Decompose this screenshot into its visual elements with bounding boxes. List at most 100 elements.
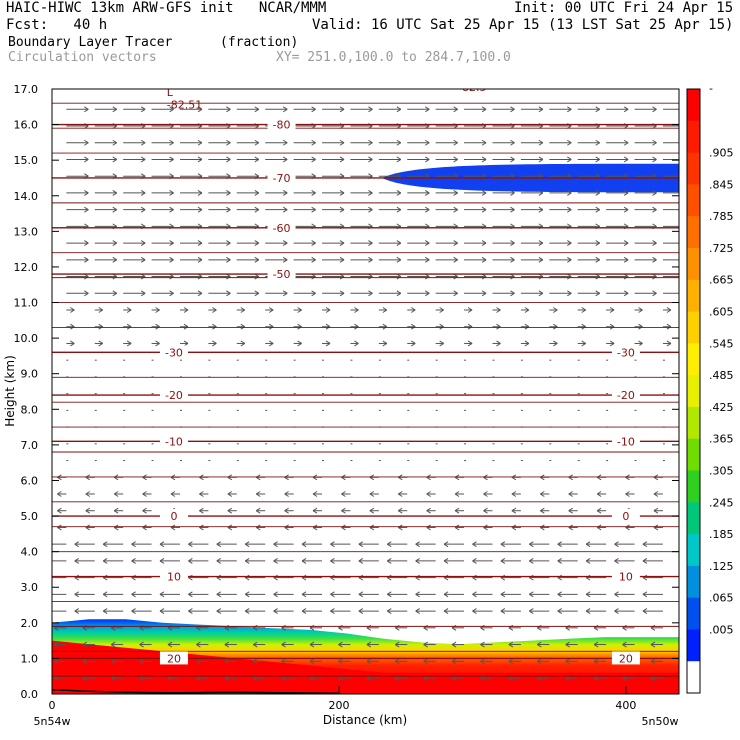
colorbar-label: .485 (709, 369, 734, 382)
circulation-vector (330, 541, 351, 548)
vector-head (396, 106, 402, 110)
vector-head (140, 292, 146, 297)
circulation-vector (378, 139, 402, 146)
vector-head (183, 307, 189, 311)
vector-title: Circulation vectors (8, 50, 157, 65)
colorbar-swatch (687, 375, 700, 408)
vector-head (330, 560, 335, 564)
vector-head (453, 223, 458, 227)
vector-head (396, 192, 402, 196)
vector-head (142, 527, 147, 531)
colorbar-label: .905 (709, 147, 734, 160)
circulation-vector (265, 156, 288, 163)
vector-head (557, 541, 562, 545)
vector-head (397, 510, 403, 514)
y-tick-label: 7.0 (21, 439, 39, 452)
vector-head (188, 541, 193, 545)
circulation-vector (265, 340, 274, 347)
vector-head (338, 627, 343, 631)
vector-head (197, 139, 203, 144)
circulation-vector (179, 307, 189, 313)
vector-head (84, 192, 89, 196)
vector-head (537, 660, 542, 665)
vector-head (110, 677, 116, 681)
vector-head (529, 541, 534, 545)
vector-head (226, 242, 231, 247)
circulation-vector (110, 641, 124, 648)
vector-head (511, 507, 517, 512)
circulation-vector (614, 608, 635, 615)
vector-head (312, 493, 318, 497)
y-tick-label: 6.0 (21, 474, 39, 487)
vector-head (595, 106, 600, 110)
vector-head (254, 223, 260, 227)
circulation-vector (66, 106, 89, 113)
vector-head (112, 189, 118, 194)
vector-head (74, 543, 80, 548)
circulation-vector (322, 139, 345, 146)
vector-head (553, 343, 558, 347)
vector-head (424, 159, 430, 163)
circulation-vector (85, 491, 95, 497)
vector-head (197, 240, 203, 244)
circulation-vector (662, 108, 679, 110)
circulation-vector (54, 658, 67, 665)
contour-label: 0 (622, 510, 629, 523)
vector-head (113, 510, 119, 514)
vector-head (268, 323, 274, 328)
vector-head (368, 242, 373, 247)
circulation-vector (273, 591, 294, 598)
vector-head (183, 323, 189, 328)
circulation-vector (568, 507, 578, 514)
contour-label-bg (159, 434, 188, 448)
circulation-vector (52, 560, 67, 562)
circulation-vector (350, 156, 373, 163)
vector-head (567, 156, 572, 160)
vector-head (443, 608, 449, 612)
vector-head (394, 677, 400, 681)
vector-head (623, 206, 629, 211)
circulation-vector (443, 557, 465, 564)
vector-head (424, 189, 430, 194)
circulation-vector (322, 206, 345, 213)
vector-head (85, 491, 91, 495)
circulation-vector (265, 256, 288, 263)
vector-head (396, 139, 402, 144)
circulation-vector (265, 307, 274, 313)
vector-head (553, 323, 558, 328)
circulation-vector (386, 591, 408, 598)
vector-head (273, 557, 278, 562)
circulation-vector (123, 156, 146, 163)
circulation-vector (179, 256, 203, 263)
vector-head (282, 108, 288, 113)
vector-head (453, 173, 458, 177)
vector-head (510, 106, 515, 110)
vector-head (652, 142, 657, 146)
vector-head (226, 192, 231, 196)
vector-head (197, 242, 203, 247)
circulation-vector (472, 608, 493, 615)
vector-head (140, 259, 146, 263)
vector-head (500, 591, 506, 595)
vector-head (567, 259, 572, 263)
vector-head (595, 108, 600, 113)
vector-head (443, 541, 449, 545)
vector-head (102, 610, 108, 615)
vector-head (341, 507, 346, 512)
vector-head (282, 242, 288, 247)
vector-head (480, 627, 485, 631)
vector-head (254, 106, 260, 110)
vector-head (131, 593, 136, 598)
vector-head (642, 591, 648, 595)
vector-head (84, 108, 89, 113)
vector-head (567, 240, 572, 244)
vector-head (273, 610, 278, 615)
vector-head (568, 493, 573, 497)
circulation-vector (284, 507, 294, 514)
vector-head (508, 658, 514, 662)
vector-head (358, 593, 364, 598)
vector-head (169, 189, 174, 194)
vector-head (396, 206, 402, 211)
vector-head (614, 591, 619, 595)
vector-head (386, 593, 392, 598)
